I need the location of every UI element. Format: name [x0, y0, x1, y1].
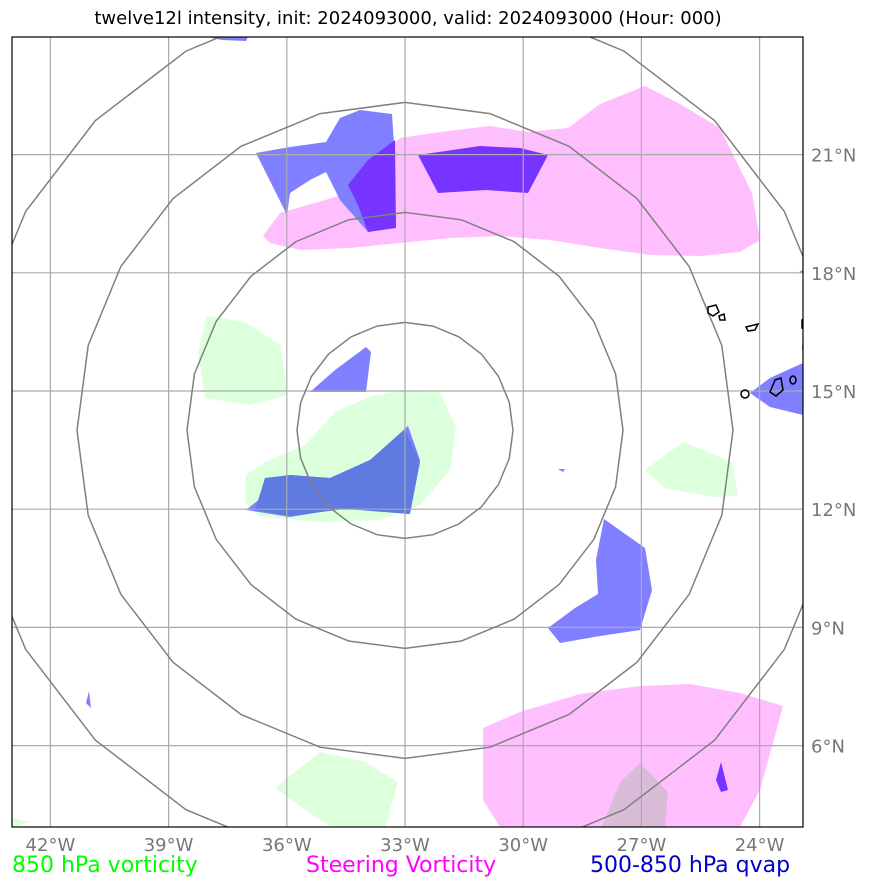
qvap-dense-fields: [348, 140, 728, 792]
range-rings: [12, 37, 803, 827]
latitude-label: 21°N: [811, 146, 856, 167]
vort850-area-southwest: [12, 818, 30, 827]
island-sao-nicolau: [744, 322, 760, 332]
latitude-label: 9°N: [811, 618, 845, 639]
qvap-vort-overlap: [255, 430, 420, 516]
legend-850-vorticity: 850 hPa vorticity: [12, 853, 198, 878]
range-ring: [296, 321, 514, 540]
vort850-area-west: [198, 316, 288, 405]
longitude-label: 30°W: [498, 835, 548, 856]
longitude-label: 42°W: [26, 835, 76, 856]
latitude-label: 15°N: [811, 382, 856, 403]
latitude-labels: 6°N 9°N 12°N 15°N 18°N 21°N: [811, 146, 856, 758]
qvap-dense-south: [716, 762, 728, 792]
map-title: twelve12l intensity, init: 2024093000, v…: [94, 8, 722, 29]
qvap-area-southwest: [86, 691, 91, 708]
island-santiago: [769, 377, 784, 397]
range-ring: [12, 37, 803, 827]
qvap-area-east: [750, 363, 803, 415]
coastlines: [707, 304, 803, 399]
island-santo-antao: [707, 304, 720, 317]
qvap-area-southeast: [548, 519, 652, 643]
island-fogo: [740, 389, 750, 399]
longitude-label: 24°W: [735, 835, 785, 856]
steering-overlap-area: [602, 763, 668, 827]
longitude-labels: 42°W 39°W 36°W 33°W 30°W 27°W 24°W: [26, 835, 785, 856]
qvap-dense-north-1: [418, 146, 548, 193]
range-ring: [186, 211, 624, 650]
legend-qvap: 500-850 hPa qvap: [590, 853, 791, 878]
qvap-area-small-east: [558, 469, 565, 472]
latitude-label: 18°N: [811, 264, 856, 285]
qvap-dense-north-2: [348, 140, 396, 232]
latitude-label: 6°N: [811, 737, 845, 758]
legend-steering-vorticity: Steering Vorticity: [306, 853, 497, 878]
longitude-label: 33°W: [380, 835, 430, 856]
graticule: [12, 37, 803, 827]
island-sao-vicente: [718, 312, 726, 321]
longitude-label: 39°W: [144, 835, 194, 856]
vort850-area-east: [645, 442, 738, 497]
qvap-area-upper-center: [310, 347, 371, 392]
plot-frame: [11, 36, 804, 828]
island-maio: [789, 375, 797, 385]
island-sal: [801, 317, 803, 330]
range-ring: [76, 101, 734, 760]
longitude-label: 36°W: [262, 835, 312, 856]
vort850-area-south: [275, 752, 398, 827]
latitude-label: 12°N: [811, 500, 856, 521]
longitude-label: 27°W: [617, 835, 667, 856]
